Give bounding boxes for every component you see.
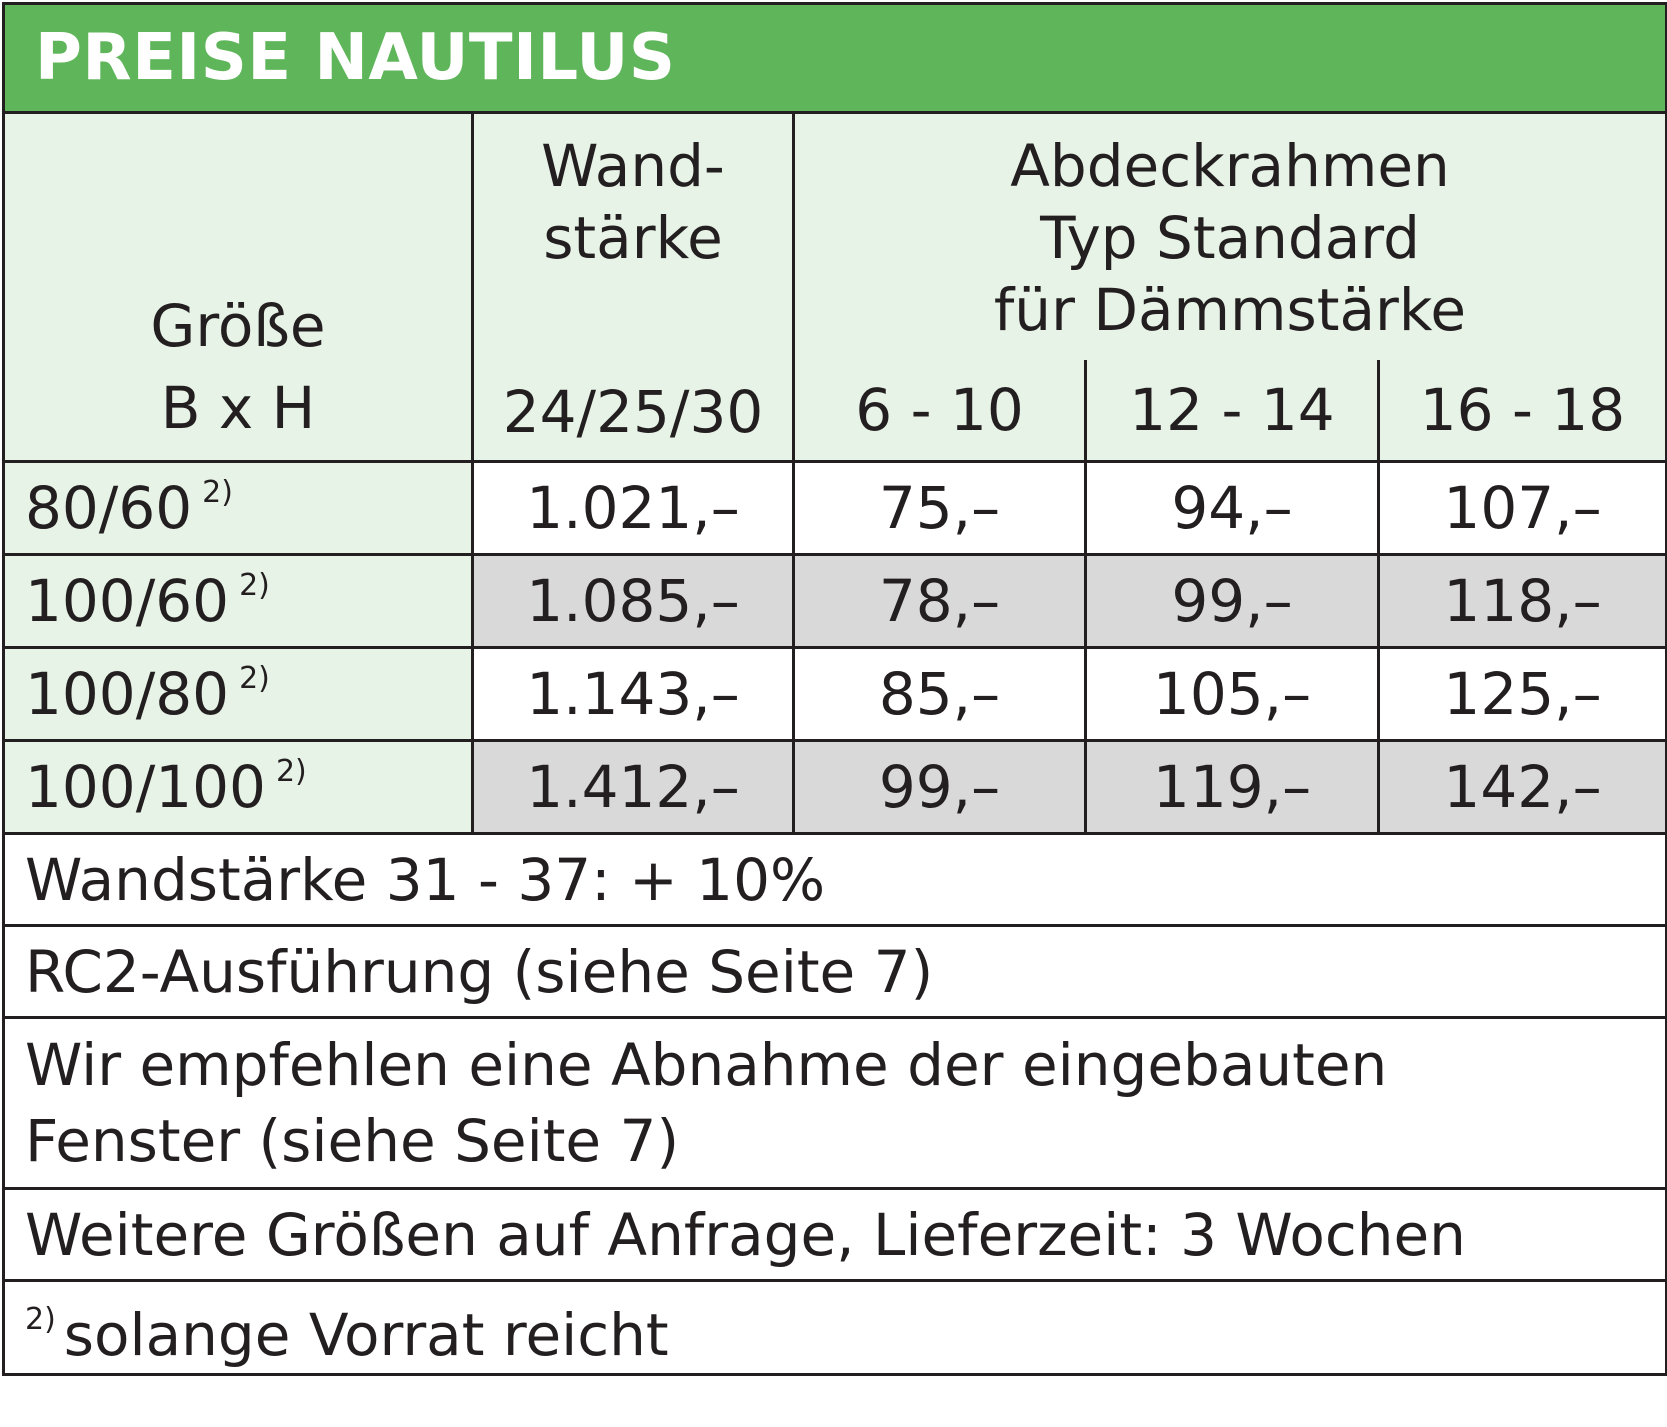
frame-price-cell: 118,–	[1377, 553, 1667, 649]
size-cell: 100/100 2)	[2, 739, 474, 835]
frame-price-cell: 94,–	[1084, 460, 1380, 556]
frame-header-line1: Abdeckrahmen	[1010, 132, 1450, 200]
size-value: 100/80	[25, 660, 230, 728]
size-header-line1: Größe	[150, 292, 326, 360]
frame-price-cell: 99,–	[792, 739, 1087, 835]
size-value: 80/60	[25, 474, 193, 542]
frame-price-cell: 119,–	[1084, 739, 1380, 835]
frame-range-header: 16 - 18	[1377, 360, 1667, 463]
frame-price-cell: 125,–	[1377, 646, 1667, 742]
size-header-line2: B x H	[160, 374, 316, 442]
frame-range-header: 6 - 10	[792, 360, 1087, 463]
frame-header-line2: Typ Standard	[1040, 204, 1420, 272]
frame-price-cell: 99,–	[1084, 553, 1380, 649]
recommendation-line2: Fenster (siehe Seite 7)	[25, 1107, 680, 1175]
recommendation-line1: Wir empfehlen eine Abnahme der eingebaut…	[25, 1031, 1388, 1099]
frame-price-cell: 142,–	[1377, 739, 1667, 835]
wall-price-cell: 1.021,–	[471, 460, 795, 556]
footnote-mark: 2)	[239, 661, 270, 696]
size-cell: 80/60 2)	[2, 460, 474, 556]
wall-price-cell: 1.412,–	[471, 739, 795, 835]
size-value: 100/100	[25, 753, 266, 821]
size-cell: 100/60 2)	[2, 553, 474, 649]
size-column-header: Größe B x H	[2, 111, 474, 463]
footnote-mark: 2)	[25, 1302, 56, 1337]
frame-price-cell: 107,–	[1377, 460, 1667, 556]
more-sizes-note: Weitere Größen auf Anfrage, Lieferzeit: …	[2, 1187, 1667, 1282]
frame-price-cell: 75,–	[792, 460, 1087, 556]
frame-range-header: 12 - 14	[1084, 360, 1380, 463]
wall-price-cell: 1.085,–	[471, 553, 795, 649]
footnote-text: solange Vorrat reicht	[63, 1301, 669, 1369]
table-row: 100/60 2) 1.085,– 78,– 99,– 118,–	[2, 553, 1667, 649]
wall-price-cell: 1.143,–	[471, 646, 795, 742]
footnote: 2) solange Vorrat reicht	[2, 1279, 1667, 1376]
wall-column-header: Wand- stärke 24/25/30	[471, 111, 795, 463]
table-row: 80/60 2) 1.021,– 75,– 94,– 107,–	[2, 460, 1667, 556]
frame-price-cell: 78,–	[792, 553, 1087, 649]
size-value: 100/60	[25, 567, 230, 635]
wall-header-line2: stärke	[543, 204, 723, 272]
table-title: PREISE NAUTILUS	[2, 2, 1667, 114]
footnote-mark: 2)	[202, 475, 233, 510]
wall-header-value: 24/25/30	[502, 378, 764, 446]
recommendation-note: Wir empfehlen eine Abnahme der eingebaut…	[2, 1016, 1667, 1190]
table-row: 100/80 2) 1.143,– 85,– 105,– 125,–	[2, 646, 1667, 742]
frame-price-cell: 105,–	[1084, 646, 1380, 742]
size-cell: 100/80 2)	[2, 646, 474, 742]
table-row: 100/100 2) 1.412,– 99,– 119,– 142,–	[2, 739, 1667, 835]
footnote-mark: 2)	[275, 754, 307, 789]
rc2-note: RC2-Ausführung (siehe Seite 7)	[2, 924, 1667, 1019]
footnote-mark: 2)	[239, 568, 270, 603]
frame-header-line3: für Dämmstärke	[993, 276, 1467, 344]
wall-header-line1: Wand-	[541, 132, 725, 200]
price-table: PREISE NAUTILUS Größe B x H Wand- stärke…	[2, 2, 1667, 1376]
wall-surcharge-note: Wandstärke 31 - 37: + 10%	[2, 832, 1667, 927]
frame-price-cell: 85,–	[792, 646, 1087, 742]
frame-column-header: Abdeckrahmen Typ Standard für Dämmstärke	[792, 111, 1667, 360]
